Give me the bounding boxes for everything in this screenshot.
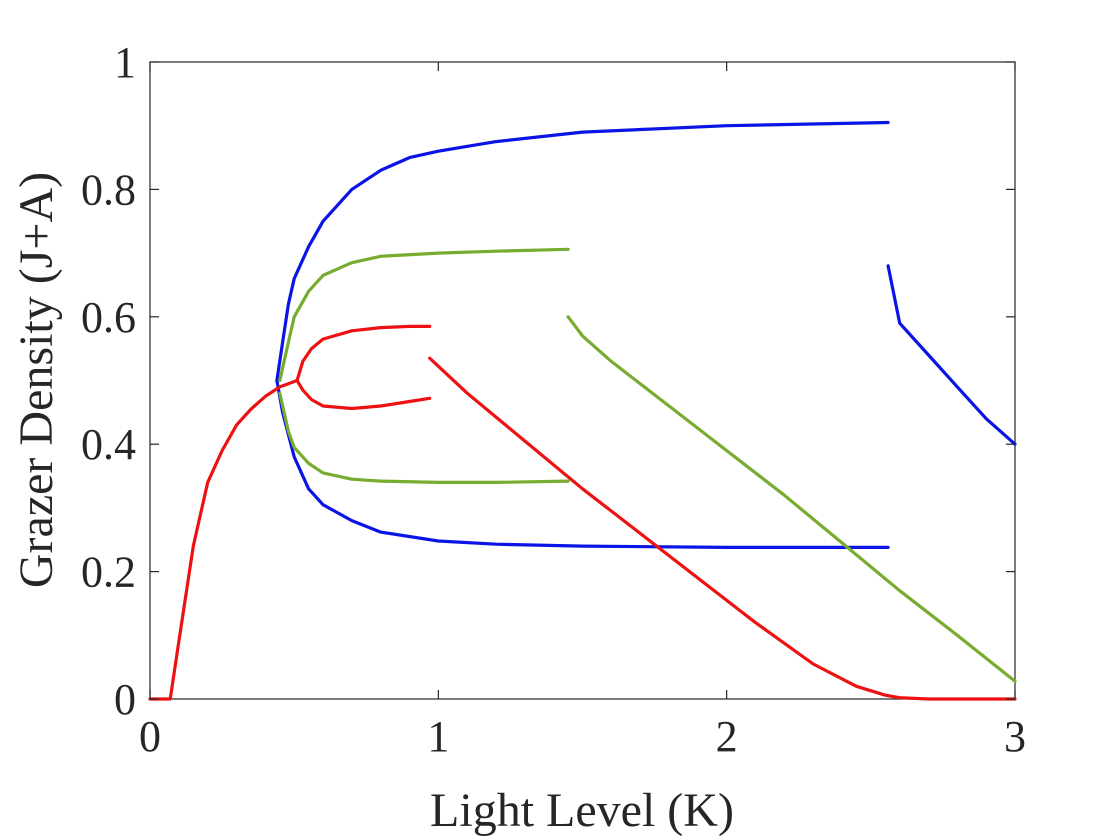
- y-tick-label: 0: [114, 675, 136, 724]
- x-tick-label: 3: [1004, 712, 1026, 761]
- series-red-right-arm: [428, 356, 1017, 701]
- series-blue-upper-branch: [275, 120, 890, 383]
- x-tick-label: 1: [427, 712, 449, 761]
- series-red-lower-branch: [295, 378, 432, 411]
- y-axis-label: Grazer Density (J+A): [10, 172, 63, 588]
- series-green-upper-branch: [278, 247, 570, 383]
- series-blue-lower-branch: [275, 378, 890, 549]
- series-green-right-arm: [566, 315, 1017, 683]
- y-tick-label: 0.8: [81, 165, 136, 214]
- series-blue-right-arm: [886, 264, 1017, 446]
- y-tick-label: 0.4: [81, 420, 136, 469]
- x-tick-label: 2: [716, 712, 738, 761]
- y-tick-label: 0.6: [81, 293, 136, 342]
- y-tick-label: 1: [114, 38, 136, 87]
- series-layer: [148, 120, 1017, 701]
- series-red-onset: [148, 378, 299, 701]
- tick-layer: 0 1 2 3 0 0.2 0.4 0.6 0.8 1: [81, 38, 1026, 761]
- x-tick-label: 0: [139, 712, 161, 761]
- series-red-upper-branch: [295, 324, 432, 383]
- x-axis-label: Light Level (K): [430, 784, 734, 837]
- y-tick-label: 0.2: [81, 548, 136, 597]
- series-green-lower-branch: [278, 391, 570, 484]
